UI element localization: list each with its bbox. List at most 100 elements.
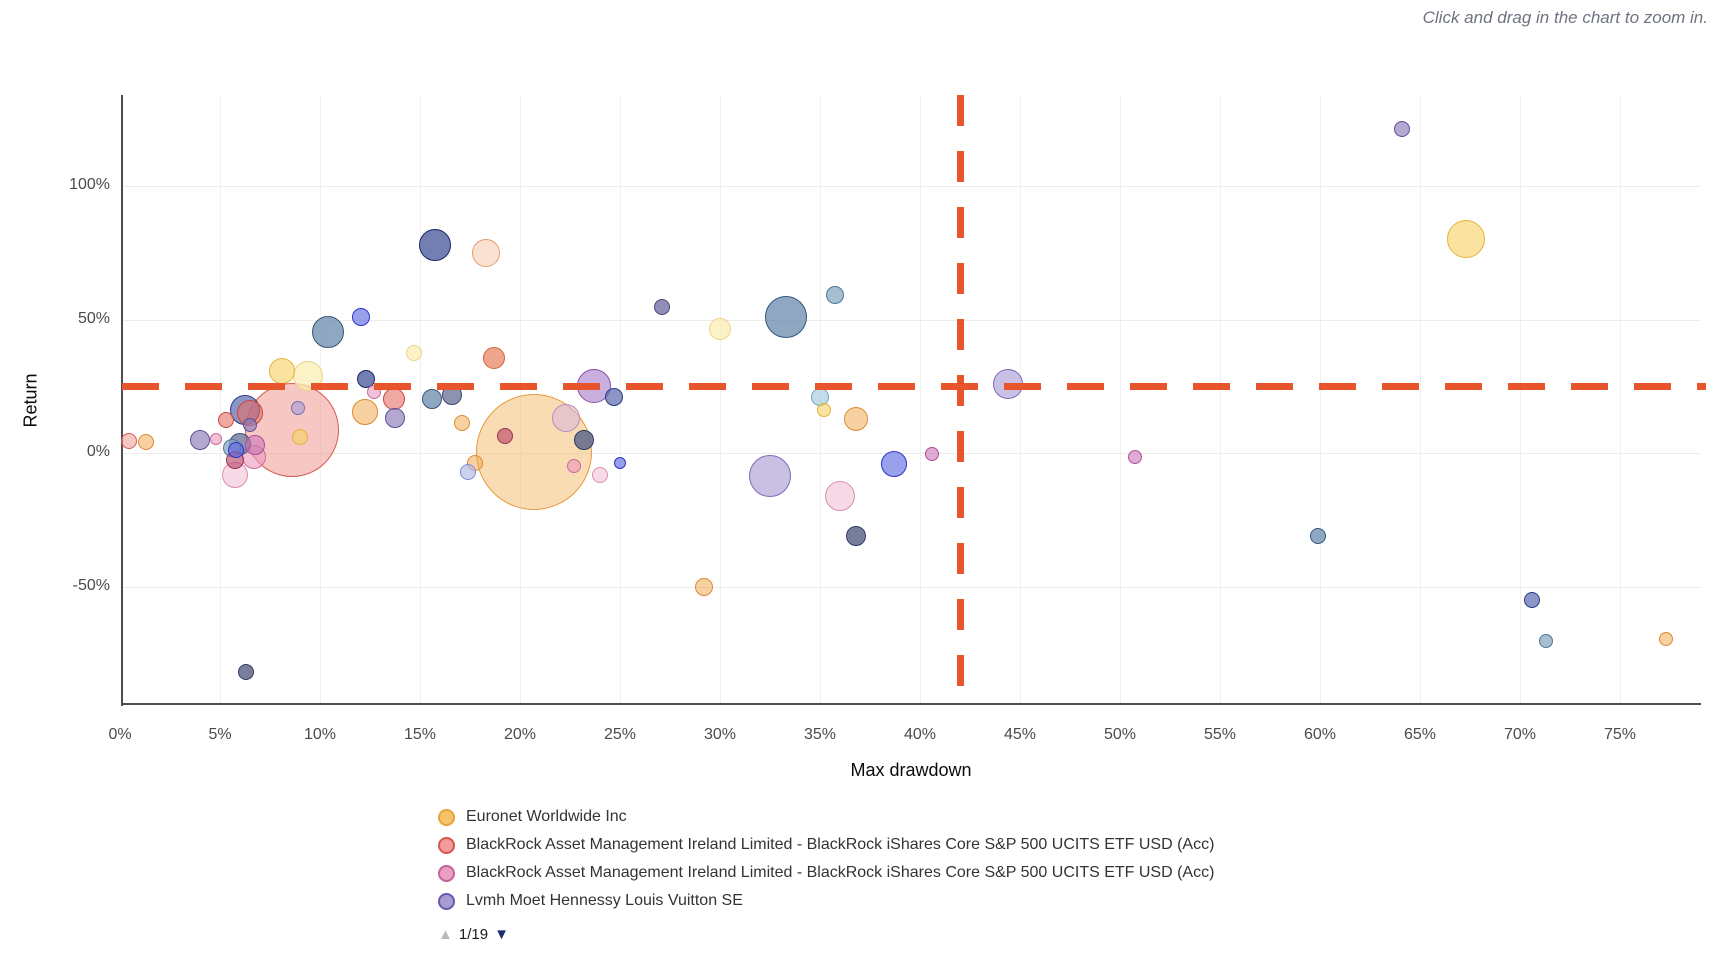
x-gridline xyxy=(720,95,721,704)
y-gridline xyxy=(122,586,1700,588)
zoom-hint-text: Click and drag in the chart to zoom in. xyxy=(1422,8,1708,27)
data-bubble[interactable] xyxy=(574,430,594,451)
x-gridline xyxy=(1620,95,1621,704)
x-gridline xyxy=(220,95,221,704)
data-bubble[interactable] xyxy=(1447,220,1485,259)
legend-swatch-icon xyxy=(438,892,455,910)
data-bubble[interactable] xyxy=(121,432,137,449)
data-bubble[interactable] xyxy=(1659,631,1673,646)
x-tick-label: 35% xyxy=(803,726,837,743)
data-bubble[interactable] xyxy=(881,450,907,477)
x-tick-label: 50% xyxy=(1103,726,1137,743)
data-bubble[interactable] xyxy=(422,388,442,409)
data-bubble[interactable] xyxy=(826,286,844,305)
y-tick-label: 50% xyxy=(77,309,110,327)
legend-item-label: Euronet Worldwide Inc xyxy=(466,808,627,825)
data-bubble[interactable] xyxy=(925,446,939,461)
data-bubble[interactable] xyxy=(1539,634,1553,649)
data-bubble[interactable] xyxy=(695,577,713,596)
legend-item-label: BlackRock Asset Management Ireland Limit… xyxy=(466,864,1215,881)
data-bubble[interactable] xyxy=(228,442,244,459)
data-bubble[interactable] xyxy=(1394,120,1410,137)
data-bubble[interactable] xyxy=(291,401,305,416)
x-gridline xyxy=(920,95,921,704)
x-gridline xyxy=(420,95,421,704)
x-tick-label: 5% xyxy=(208,726,232,743)
x-gridline xyxy=(1020,95,1021,704)
x-tick-label: 65% xyxy=(1403,726,1437,743)
y-gridline xyxy=(122,186,1700,187)
x-tick-label: 10% xyxy=(303,726,337,743)
data-bubble[interactable] xyxy=(592,467,608,484)
data-bubble[interactable] xyxy=(312,316,344,349)
y-gridline xyxy=(122,319,1700,321)
data-bubble[interactable] xyxy=(1524,591,1540,608)
data-bubble[interactable] xyxy=(817,403,831,417)
data-bubble[interactable] xyxy=(765,295,807,338)
data-bubble[interactable] xyxy=(385,408,405,429)
data-bubble[interactable] xyxy=(238,663,254,680)
pager-page-label: 1/19 xyxy=(458,925,489,943)
data-bubble[interactable] xyxy=(460,464,476,481)
chart-legend: Euronet Worldwide Inc BlackRock Asset Man… xyxy=(438,803,1214,947)
x-gridline xyxy=(1320,95,1321,704)
data-bubble[interactable] xyxy=(483,346,505,369)
legend-swatch-icon xyxy=(438,808,455,826)
legend-swatch-icon xyxy=(438,864,455,882)
data-bubble[interactable] xyxy=(825,480,855,511)
data-bubble[interactable] xyxy=(419,229,451,261)
x-gridline xyxy=(1520,95,1521,704)
data-bubble[interactable] xyxy=(844,406,868,431)
data-bubble[interactable] xyxy=(269,358,295,385)
legend-item[interactable]: Lvmh Moet Hennessy Louis Vuitton SE xyxy=(438,887,1214,915)
x-tick-label: 25% xyxy=(603,726,637,743)
legend-swatch-icon xyxy=(438,836,455,854)
drawdown-threshold-line[interactable] xyxy=(956,95,964,704)
x-tick-label: 0% xyxy=(108,726,132,743)
x-tick-label: 45% xyxy=(1003,726,1037,743)
data-bubble[interactable] xyxy=(218,411,234,428)
data-bubble[interactable] xyxy=(406,345,422,362)
legend-item[interactable]: Euronet Worldwide Inc xyxy=(438,803,1214,831)
data-bubble[interactable] xyxy=(552,403,580,432)
x-tick-label: 15% xyxy=(403,726,437,743)
x-axis-title: Max drawdown xyxy=(850,760,972,780)
data-bubble[interactable] xyxy=(654,298,670,315)
x-gridline xyxy=(1220,95,1221,704)
data-bubble[interactable] xyxy=(352,398,378,425)
legend-pager: ▲ 1/19 ▼ xyxy=(438,921,1214,947)
data-bubble[interactable] xyxy=(1310,527,1326,544)
data-bubble[interactable] xyxy=(454,415,470,432)
data-bubble[interactable] xyxy=(383,387,405,410)
y-axis-line xyxy=(121,95,123,706)
data-bubble[interactable] xyxy=(210,433,222,446)
data-bubble[interactable] xyxy=(292,428,308,445)
data-bubble[interactable] xyxy=(497,428,513,445)
data-bubble[interactable] xyxy=(1128,450,1142,464)
data-bubble[interactable] xyxy=(749,455,791,498)
data-bubble[interactable] xyxy=(190,430,210,451)
data-bubble[interactable] xyxy=(846,525,866,546)
data-bubble[interactable] xyxy=(709,318,731,341)
y-tick-label: 0% xyxy=(86,443,110,460)
x-tick-label: 40% xyxy=(903,726,937,743)
data-bubble[interactable] xyxy=(472,238,500,267)
pager-up-icon[interactable]: ▲ xyxy=(438,925,453,943)
pager-down-icon[interactable]: ▼ xyxy=(494,925,509,943)
data-bubble[interactable] xyxy=(243,417,257,432)
data-bubble[interactable] xyxy=(614,456,626,469)
data-bubble[interactable] xyxy=(138,434,154,451)
legend-item[interactable]: BlackRock Asset Management Ireland Limit… xyxy=(438,859,1214,887)
return-threshold-line[interactable] xyxy=(122,382,1706,390)
y-axis-title: Return xyxy=(20,372,41,428)
legend-item[interactable]: BlackRock Asset Management Ireland Limit… xyxy=(438,831,1214,859)
data-bubble[interactable] xyxy=(352,307,370,326)
x-tick-label: 55% xyxy=(1203,726,1237,743)
x-axis-line xyxy=(121,703,1701,705)
data-bubble[interactable] xyxy=(567,459,581,474)
y-tick-label: -50% xyxy=(72,576,110,594)
y-tick-label: 100% xyxy=(69,176,110,193)
data-bubble[interactable] xyxy=(245,434,265,455)
